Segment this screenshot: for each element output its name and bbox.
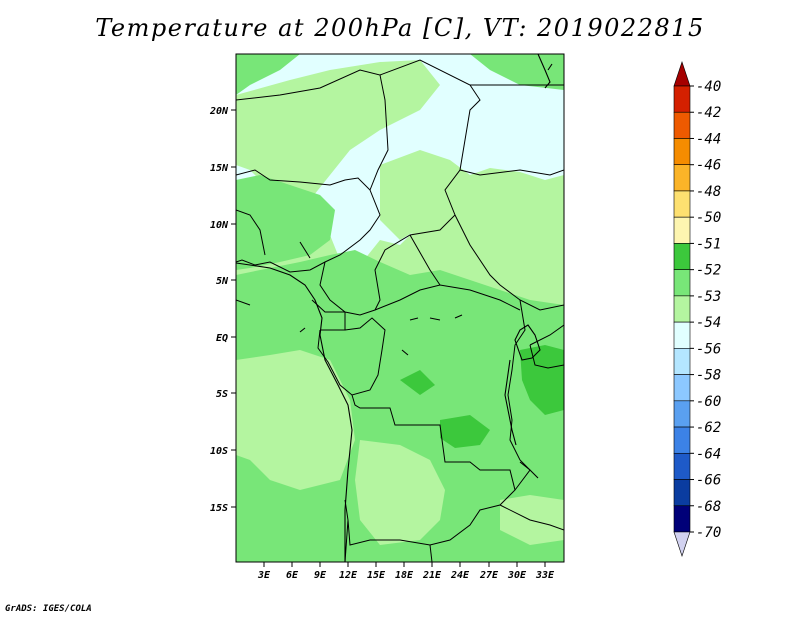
field-dark-green-c bbox=[440, 415, 490, 448]
lon-label: 9E bbox=[314, 570, 327, 581]
colorbar-label: -42 bbox=[696, 105, 721, 121]
colorbar-box bbox=[673, 85, 691, 113]
axis-ticks bbox=[231, 109, 546, 567]
colorbar-label: -60 bbox=[696, 394, 721, 410]
colorbar-cap-top bbox=[673, 61, 691, 87]
colorbar-box bbox=[673, 452, 691, 480]
colorbar-box bbox=[673, 321, 691, 349]
colorbar-label: -54 bbox=[696, 315, 721, 331]
credit-label: GrADS: IGES/COLA bbox=[5, 604, 92, 614]
coastline bbox=[236, 54, 553, 562]
lat-label: 5S bbox=[216, 389, 228, 400]
colorbar-label: -53 bbox=[696, 289, 721, 305]
colorbar-cap-bottom bbox=[673, 531, 691, 557]
colorbar-label: -66 bbox=[696, 473, 721, 489]
longitude-labels: 3E 6E 9E 12E 15E 18E 21E 24E 27E 30E 33E bbox=[257, 570, 555, 581]
colorbar-label: -56 bbox=[696, 341, 721, 357]
field-dark-green-east bbox=[520, 345, 564, 415]
lon-label: 12E bbox=[339, 570, 358, 581]
lat-label: 20N bbox=[209, 106, 229, 117]
colorbar-label: -44 bbox=[696, 131, 721, 147]
lon-label: 6E bbox=[286, 570, 299, 581]
field-band-north bbox=[236, 60, 440, 205]
colorbar-box bbox=[673, 269, 691, 297]
colorbar-box bbox=[673, 374, 691, 402]
colorbar: -40 -42 -44 -46 -48 -50 -51 -52 -53 -54 -56 -58 -60 -… bbox=[673, 61, 721, 557]
colorbar-box bbox=[673, 479, 691, 507]
field-light-patch-sw bbox=[236, 350, 355, 490]
field-dark-green-c2 bbox=[400, 370, 435, 395]
lon-label: 15E bbox=[367, 570, 386, 581]
colorbar-box bbox=[673, 243, 691, 270]
colorbar-label: -52 bbox=[696, 263, 721, 279]
colorbar-label: -40 bbox=[696, 79, 721, 95]
colorbar-box bbox=[673, 138, 691, 166]
lon-label: 24E bbox=[450, 570, 470, 581]
lat-label: 15S bbox=[210, 503, 228, 514]
chart-title: Temperature at 200hPa [C], VT: 201902281… bbox=[95, 14, 705, 42]
map-panel: 20N 15N 10N 5N EQ 5S 10S 15S 3E 6E 9E 12… bbox=[209, 53, 565, 581]
lon-label: 30E bbox=[507, 570, 527, 581]
country-borders bbox=[236, 59, 564, 562]
lon-label: 18E bbox=[395, 570, 414, 581]
field-medium-green-mid bbox=[236, 175, 335, 270]
colorbar-box bbox=[673, 426, 691, 454]
colorbar-label: -48 bbox=[696, 184, 721, 200]
lat-label: 10N bbox=[210, 220, 229, 231]
colorbar-box bbox=[673, 216, 691, 244]
lon-label: 3E bbox=[257, 570, 271, 581]
lat-label: 15N bbox=[210, 163, 229, 174]
map-frame bbox=[235, 53, 565, 563]
field-light-patch-s bbox=[355, 440, 445, 545]
colorbar-box bbox=[673, 348, 691, 375]
lat-label: EQ bbox=[216, 333, 228, 344]
colorbar-label: -58 bbox=[696, 368, 721, 384]
lat-label: 10S bbox=[210, 446, 228, 457]
colorbar-label: -64 bbox=[696, 446, 721, 462]
colorbar-box bbox=[673, 505, 691, 533]
field-medium-green-ne bbox=[470, 54, 564, 90]
lon-label: 27E bbox=[479, 570, 499, 581]
latitude-labels: 20N 15N 10N 5N EQ 5S 10S 15S bbox=[209, 106, 229, 514]
colorbar-box bbox=[673, 190, 691, 218]
colorbar-box bbox=[673, 400, 691, 428]
colorbar-label: -68 bbox=[696, 499, 721, 515]
colorbar-box bbox=[673, 295, 691, 323]
colorbar-box bbox=[673, 111, 691, 139]
field-band-north2 bbox=[380, 150, 564, 240]
colorbar-label: -70 bbox=[696, 525, 721, 541]
lon-label: 33E bbox=[535, 570, 555, 581]
colorbar-label: -62 bbox=[696, 420, 721, 436]
colorbar-label: -50 bbox=[696, 210, 721, 226]
field-medium-green-north bbox=[236, 54, 300, 95]
colorbar-box bbox=[673, 164, 691, 192]
lat-label: 5N bbox=[216, 276, 229, 287]
colorbar-label: -51 bbox=[696, 236, 721, 252]
lon-label: 21E bbox=[422, 570, 442, 581]
colorbar-label: -46 bbox=[696, 158, 721, 174]
